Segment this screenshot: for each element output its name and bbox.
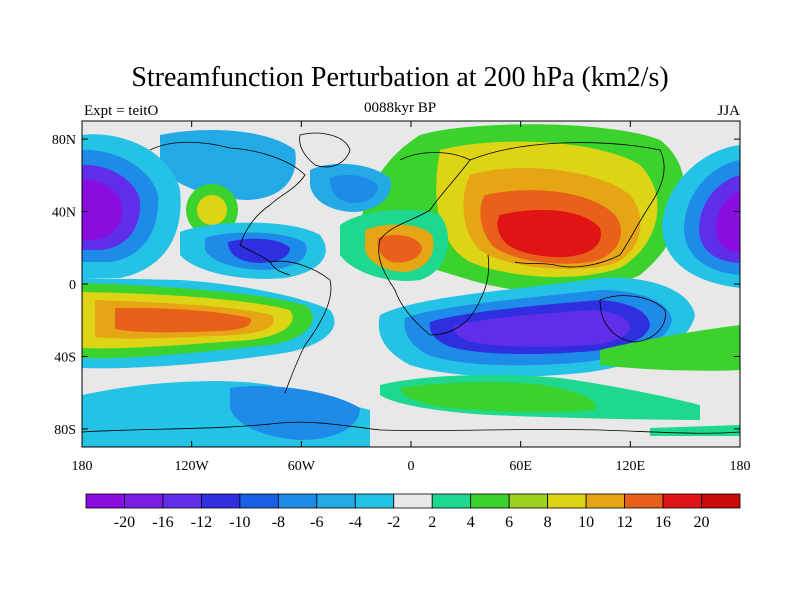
antarctica-coast <box>82 421 740 434</box>
colorbar-label: 2 <box>428 514 436 531</box>
contour-fill <box>228 238 290 263</box>
colorbar-label: -6 <box>310 514 323 531</box>
contour-fill <box>400 382 596 413</box>
y-tick-label: 40N <box>52 206 76 221</box>
contour-fill <box>330 174 378 204</box>
contour-fill <box>160 130 296 200</box>
colorbar-label: -2 <box>387 514 400 531</box>
coastlines <box>82 132 740 434</box>
y-tick-label: 80S <box>54 423 76 438</box>
colorbar-box <box>547 493 587 509</box>
colorbar-label: 20 <box>694 514 710 531</box>
contour-fill <box>454 310 631 347</box>
colorbar-box <box>124 493 164 509</box>
europe-africa-coast <box>378 152 490 336</box>
colorbar-box <box>701 493 741 509</box>
contour-fill <box>716 190 740 253</box>
colorbar-label: 6 <box>505 514 513 531</box>
colorbar-label: 16 <box>655 514 671 531</box>
colorbar-box <box>624 493 664 509</box>
contour-fill <box>230 386 360 440</box>
x-tick-label: 0 <box>408 459 415 474</box>
colorbar-box <box>662 493 702 509</box>
colorbar-box <box>470 493 510 509</box>
contour-fill <box>197 195 227 225</box>
x-tick-label: 180 <box>730 459 751 474</box>
colorbar-label: 4 <box>467 514 475 531</box>
colorbar-label: -10 <box>229 514 250 531</box>
colorbar-box <box>431 493 472 509</box>
colorbar: -20 -16 -12 -10 -8 -6 -4 -2 2 4 6 8 10 12 16 20 <box>85 493 741 531</box>
colorbar-box <box>316 493 356 509</box>
colorbar-label: 12 <box>617 514 633 531</box>
colorbar-box <box>508 493 549 509</box>
colorbar-box <box>85 493 125 509</box>
colorbar-label: -8 <box>272 514 285 531</box>
colorbar-box <box>201 493 241 509</box>
experiment-label: Expt = teitO <box>84 103 159 119</box>
colorbar-label: -12 <box>191 514 212 531</box>
colorbar-label: -4 <box>349 514 362 531</box>
colorbar-label: -16 <box>152 514 173 531</box>
colorbar-box <box>277 493 318 509</box>
axis-ticks: 180 120W 60W 0 60E 120E 180 80N 40N 0 40S 80S <box>52 121 751 474</box>
contour-fill <box>497 209 601 258</box>
x-tick-label: 180 <box>72 459 93 474</box>
x-tick-label: 60W <box>288 459 316 474</box>
map-plot <box>81 120 741 448</box>
x-tick-label: 120W <box>175 459 210 474</box>
contour-fill <box>600 325 740 371</box>
y-tick-label: 80N <box>52 133 76 148</box>
x-tick-label: 60E <box>509 459 532 474</box>
y-tick-label: 0 <box>69 278 76 293</box>
colorbar-box <box>393 493 433 509</box>
colorbar-label: 8 <box>544 514 552 531</box>
colorbar-box <box>239 493 279 509</box>
contour-fill <box>115 307 251 333</box>
colorbar-box <box>354 493 395 509</box>
colorbar-label: -20 <box>114 514 135 531</box>
australia-coast <box>599 295 666 343</box>
x-tick-label: 120E <box>616 459 646 474</box>
streamfunction-field <box>82 124 740 447</box>
colorbar-label: 10 <box>578 514 594 531</box>
greenland-coast <box>299 132 351 168</box>
colorbar-box <box>585 493 625 509</box>
asia-coast <box>469 142 665 268</box>
y-tick-label: 40S <box>54 350 76 365</box>
north-america-coast <box>149 141 306 276</box>
colorbar-box <box>162 493 202 509</box>
time-label: 0088kyr BP <box>363 100 437 116</box>
contour-fill <box>377 235 422 263</box>
chart-title: Streamfunction Perturbation at 200 hPa (… <box>131 62 669 93</box>
south-america-coast <box>269 260 332 394</box>
contour-fill <box>82 179 123 240</box>
season-label: JJA <box>717 103 740 119</box>
